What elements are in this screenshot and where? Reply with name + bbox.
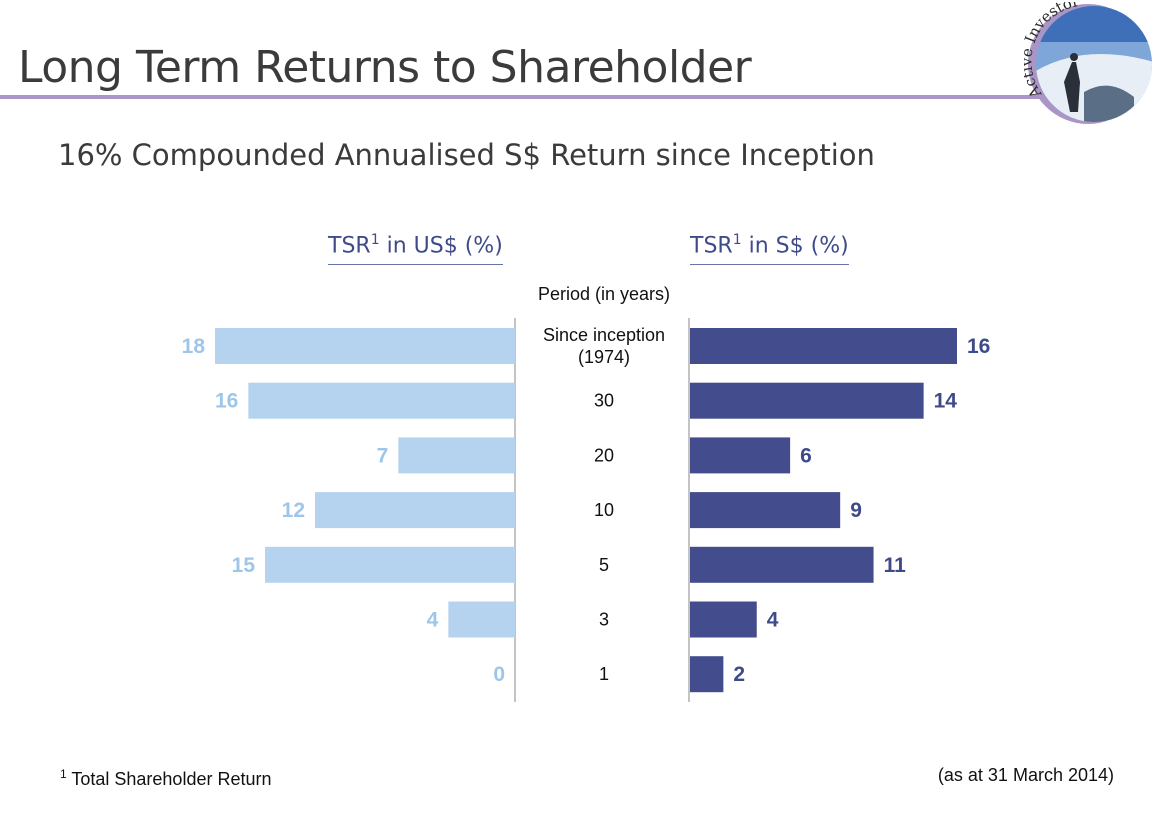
category-label-0-0: Since inception bbox=[543, 325, 665, 345]
slide-title: Long Term Returns to Shareholder bbox=[18, 42, 752, 93]
bar-usd-4 bbox=[265, 546, 515, 583]
label-usd-6: 0 bbox=[493, 663, 505, 686]
slide-subtitle: 16% Compounded Annualised S$ Return sinc… bbox=[58, 138, 875, 172]
label-usd-1: 16 bbox=[215, 390, 238, 413]
category-label-4: 5 bbox=[599, 555, 609, 575]
bar-usd-1 bbox=[248, 382, 516, 419]
bar-usd-2 bbox=[398, 437, 515, 474]
bar-usd-5 bbox=[448, 601, 515, 638]
label-usd-4: 15 bbox=[232, 554, 256, 577]
active-investor-logo: Active Investor bbox=[1024, 2, 1152, 124]
bar-sgd-3 bbox=[690, 492, 841, 529]
category-label-0-1: (1974) bbox=[578, 347, 630, 367]
category-label-1: 30 bbox=[594, 391, 614, 411]
bar-sgd-4 bbox=[690, 546, 874, 583]
bar-sgd-0 bbox=[690, 328, 957, 364]
footnote: 1 Total Shareholder Return bbox=[60, 767, 272, 789]
bar-sgd-2 bbox=[690, 437, 791, 474]
panel-title-usd: TSR1 in US$ (%) bbox=[328, 232, 503, 266]
label-sgd-0: 16 bbox=[967, 335, 990, 358]
bar-sgd-5 bbox=[690, 601, 757, 638]
category-label-2: 20 bbox=[594, 445, 614, 465]
category-label-5: 3 bbox=[599, 610, 609, 630]
label-sgd-2: 6 bbox=[800, 444, 812, 467]
bar-sgd-1 bbox=[690, 382, 924, 419]
label-usd-2: 7 bbox=[377, 444, 389, 467]
label-sgd-3: 9 bbox=[850, 499, 862, 522]
bar-usd-3 bbox=[315, 492, 515, 529]
bar-usd-0 bbox=[215, 328, 515, 364]
category-label-6: 1 bbox=[599, 664, 609, 684]
label-sgd-4: 11 bbox=[884, 554, 907, 577]
category-label-3: 10 bbox=[594, 500, 614, 520]
as-of-date: (as at 31 March 2014) bbox=[937, 765, 1114, 785]
label-sgd-5: 4 bbox=[767, 609, 779, 632]
label-sgd-1: 14 bbox=[934, 390, 958, 413]
period-header: Period (in years) bbox=[537, 284, 671, 304]
label-sgd-6: 2 bbox=[733, 663, 745, 686]
label-usd-3: 12 bbox=[282, 499, 305, 522]
label-usd-0: 18 bbox=[182, 335, 206, 358]
bar-sgd-6 bbox=[690, 656, 724, 693]
label-usd-5: 4 bbox=[427, 609, 439, 632]
title-divider bbox=[0, 95, 1050, 99]
panel-title-sgd: TSR1 in S$ (%) bbox=[690, 232, 849, 266]
